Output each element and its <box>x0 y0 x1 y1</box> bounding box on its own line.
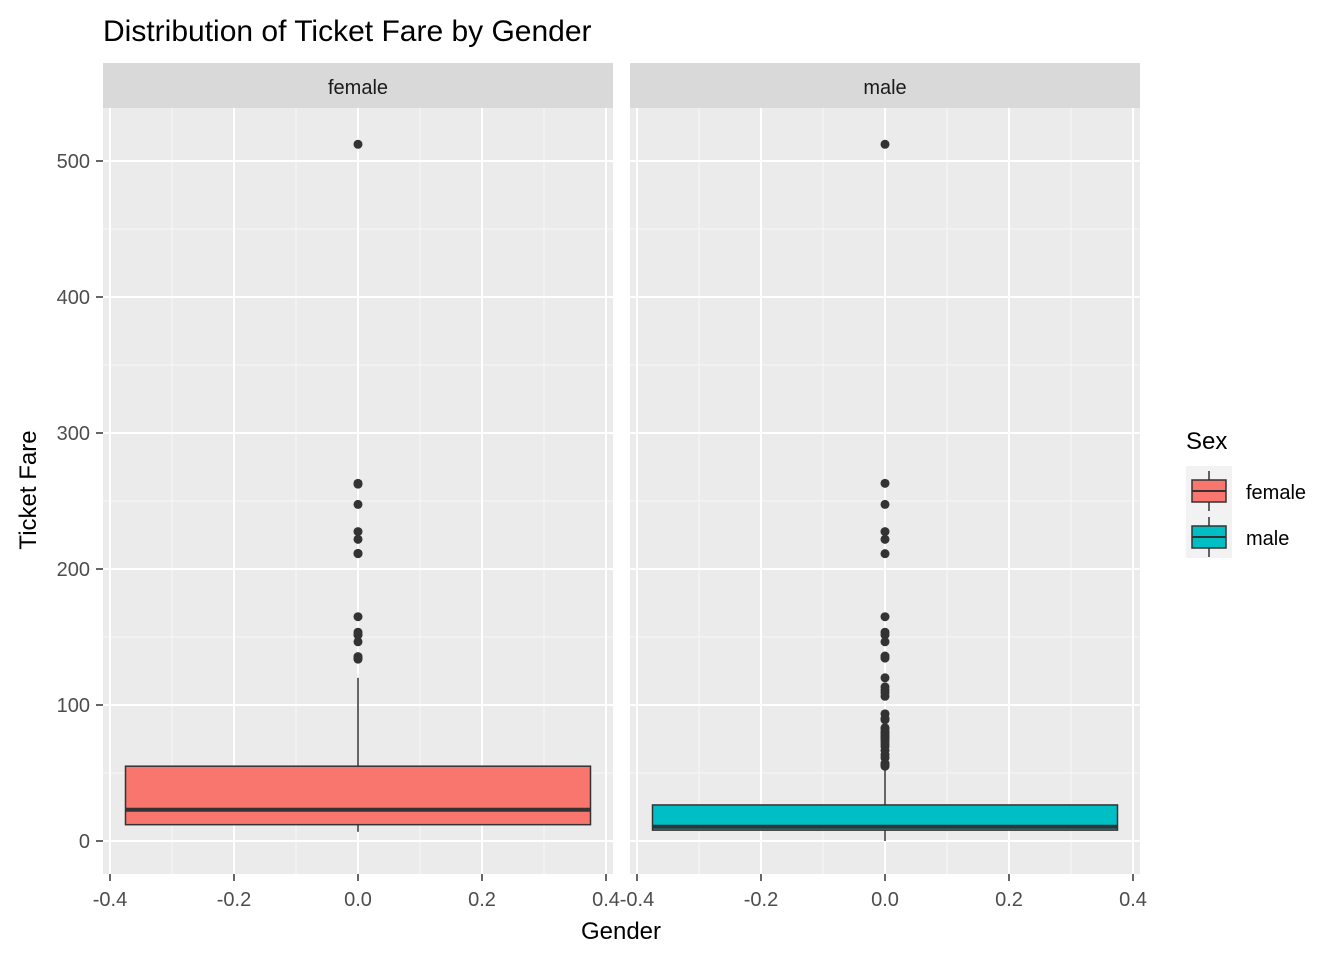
x-tick-label: 0.4 <box>592 889 620 911</box>
outlier-point <box>880 534 890 544</box>
outlier-point <box>880 612 890 622</box>
x-tick-label: 0.2 <box>468 889 496 911</box>
outlier-point <box>880 139 890 149</box>
legend-title: Sex <box>1186 428 1227 455</box>
outlier-point <box>880 637 890 647</box>
y-tick-label: 500 <box>57 151 90 173</box>
x-tick-label: -0.2 <box>744 889 778 911</box>
outlier-point <box>353 548 363 558</box>
facet-panel-female: female -0.4 -0.2 0.0 0.2 0.4 <box>93 63 620 911</box>
x-tick-label: -0.4 <box>93 889 127 911</box>
outlier-point <box>353 637 363 647</box>
facet-strip-label: female <box>328 77 388 99</box>
y-axis-label: Ticket Fare <box>15 430 42 549</box>
outlier-point <box>880 715 890 725</box>
chart-title: Distribution of Ticket Fare by Gender <box>103 15 592 48</box>
outlier-point <box>353 654 363 664</box>
y-tick-label: 400 <box>57 287 90 309</box>
x-tick-label: 0.4 <box>1119 889 1147 911</box>
y-tick-label: 100 <box>57 695 90 717</box>
x-tick-label: 0.2 <box>995 889 1023 911</box>
legend-label-female: female <box>1246 482 1306 504</box>
x-tick-label: 0.0 <box>871 889 899 911</box>
y-tick-label: 300 <box>57 423 90 445</box>
x-axis-label: Gender <box>581 918 661 945</box>
outlier-point <box>880 761 890 771</box>
y-tick-label: 200 <box>57 559 90 581</box>
legend-label-male: male <box>1246 528 1289 550</box>
outlier-point <box>880 673 890 683</box>
outlier-point <box>353 630 363 640</box>
outlier-point <box>880 630 890 640</box>
outlier-point <box>880 549 890 559</box>
x-tick-label: -0.4 <box>620 889 654 911</box>
outlier-point <box>880 527 890 537</box>
outlier-point <box>353 534 363 544</box>
x-tick-label: 0.0 <box>344 889 372 911</box>
box-female <box>124 765 592 826</box>
legend: Sex female male <box>1186 428 1306 558</box>
facet-strip <box>103 63 613 108</box>
outlier-point <box>353 527 363 537</box>
outlier-point <box>353 139 363 149</box>
facet-panels: female -0.4 -0.2 0.0 0.2 0.4 male -0.4 -0.2 0.0 0.… <box>93 63 1147 911</box>
facet-strip-label: male <box>863 77 906 99</box>
facet-panel-male: male -0.4 -0.2 0.0 0.2 0.4 <box>620 63 1147 911</box>
outlier-point <box>880 691 890 701</box>
facet-strip <box>630 63 1140 108</box>
x-tick-label: -0.2 <box>217 889 251 911</box>
outlier-point <box>880 653 890 663</box>
y-tick-label: 0 <box>79 831 90 853</box>
y-axis: 0 100 200 300 400 500 <box>57 151 103 853</box>
outlier-point <box>880 499 890 509</box>
outlier-point <box>353 612 363 622</box>
outlier-point <box>353 479 363 489</box>
outlier-point <box>880 478 890 488</box>
outlier-point <box>353 499 363 509</box>
